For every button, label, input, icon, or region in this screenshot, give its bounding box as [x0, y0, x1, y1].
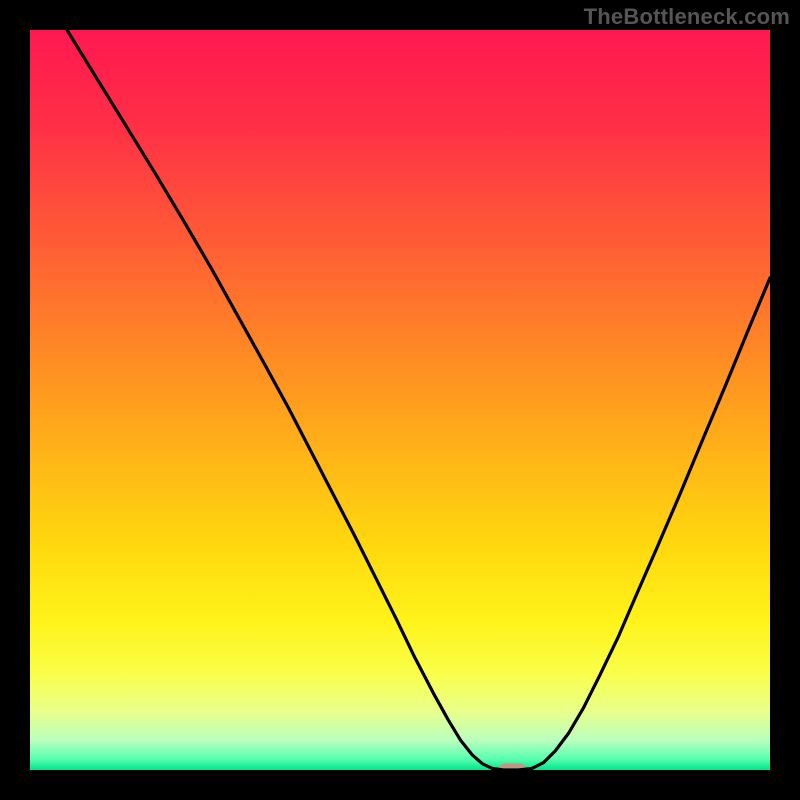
chart-frame: TheBottleneck.com: [0, 0, 800, 800]
gradient-background: [30, 30, 770, 770]
bottleneck-chart: [30, 30, 770, 770]
watermark-text: TheBottleneck.com: [584, 4, 790, 30]
